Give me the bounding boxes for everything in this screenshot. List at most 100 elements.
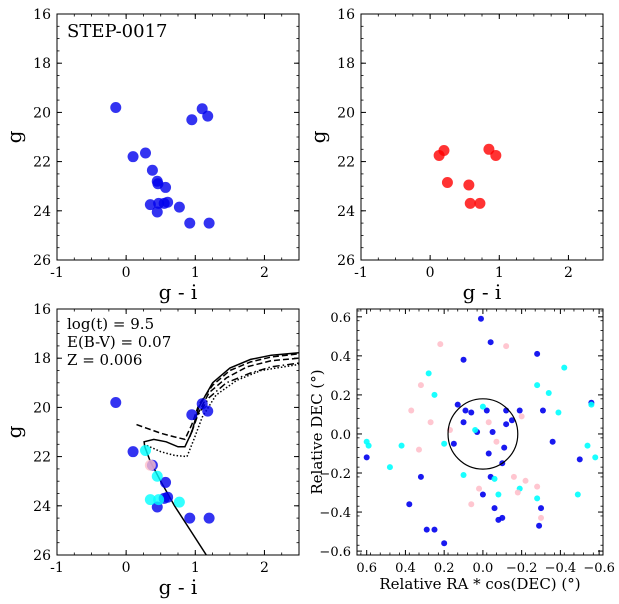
y-tick-label: 16 [33, 302, 51, 318]
data-point [545, 389, 552, 396]
data-point [127, 151, 139, 163]
data-point [584, 442, 591, 449]
y-tick-label: 16 [33, 7, 51, 23]
x-tick-label: 0.6 [356, 561, 377, 576]
data-point [110, 101, 122, 113]
data-point [441, 440, 448, 447]
data-point [576, 456, 583, 463]
data-point [479, 491, 486, 498]
data-point [162, 491, 174, 503]
data-point [417, 473, 424, 480]
x-tick-label: -1 [50, 560, 64, 576]
data-point [538, 514, 545, 521]
data-point [202, 110, 214, 122]
data-point [460, 356, 467, 363]
data-point [184, 512, 196, 524]
x-tick-label: 1 [191, 560, 200, 576]
data-point [151, 470, 163, 482]
y-tick-label: 22 [33, 450, 51, 466]
data-point [151, 206, 163, 218]
y-tick-label: 18 [337, 56, 355, 72]
x-tick-label: −0.2 [506, 561, 538, 576]
data-point [588, 401, 595, 408]
y-tick-label: 24 [33, 499, 51, 515]
data-point [460, 471, 467, 478]
data-point [425, 370, 432, 377]
data-point [468, 501, 475, 508]
data-point [110, 396, 122, 408]
y-tick-label: 26 [33, 253, 51, 269]
data-point [491, 475, 498, 482]
plot-area [110, 352, 299, 555]
data-point [140, 444, 152, 456]
data-point [468, 409, 475, 416]
x-tick-label: 0 [122, 265, 131, 281]
data-point [462, 407, 469, 414]
data-point [495, 516, 502, 523]
y-tick-label: 18 [33, 56, 51, 72]
data-point [173, 201, 185, 213]
data-point [144, 494, 156, 506]
y-tick-label: 20 [33, 400, 51, 416]
y-tick-label: 22 [337, 155, 355, 171]
y-axis-label: g [2, 425, 26, 438]
y-tick-label: 0.2 [330, 389, 351, 404]
data-point [186, 114, 198, 126]
data-point [160, 181, 172, 193]
search-radius-circle [447, 398, 519, 470]
data-point [406, 501, 413, 508]
data-point [490, 149, 502, 161]
data-point [485, 419, 492, 426]
y-tick-label: 0.0 [330, 428, 351, 443]
y-axis-label: g [2, 130, 26, 143]
y-tick-label: 20 [33, 105, 51, 121]
plot-area [363, 315, 599, 547]
data-point [162, 196, 174, 208]
bottom-right-panel: 0.6 0.4 0.2 0.0 −0.2 −0.4 −0.6 −0.6 −0.4 −0.2 0.0 0… [308, 308, 615, 593]
top-right-panel: -1 0 1 2 16 18 20 22 24 26 g - i g [306, 7, 604, 304]
data-point [561, 364, 568, 371]
isochrone-dotted [146, 363, 299, 458]
y-axis-label: g [306, 130, 330, 143]
data-point [415, 446, 422, 453]
y-axis-label: Relative DEC (°) [308, 369, 326, 494]
data-point [365, 442, 372, 449]
data-point [441, 540, 448, 547]
data-point [518, 413, 525, 420]
isochrone-dashed [191, 357, 299, 433]
x-tick-label: -1 [50, 265, 64, 281]
data-point [146, 164, 158, 176]
x-tick-label: 0.4 [395, 561, 416, 576]
y-tick-label: 0.4 [330, 350, 351, 365]
data-point [153, 494, 165, 506]
data-point [574, 491, 581, 498]
x-axis-label: Relative RA * cos(DEC) (°) [379, 575, 580, 593]
plot-area [433, 143, 502, 209]
data-point [493, 438, 500, 445]
data-point [127, 446, 139, 458]
data-point [431, 526, 438, 533]
data-point [438, 145, 450, 157]
data-point [539, 407, 546, 414]
data-point [510, 473, 517, 480]
y-tick-label: 16 [337, 7, 355, 23]
data-point [454, 401, 461, 408]
data-point [441, 177, 453, 189]
data-point [186, 409, 198, 421]
data-point [495, 491, 502, 498]
y-tick-label: 22 [33, 155, 51, 171]
data-point [476, 485, 483, 492]
data-point [474, 197, 486, 209]
data-point [536, 522, 543, 529]
x-axis-label: g - i [463, 280, 502, 304]
x-tick-label: 0 [122, 560, 131, 576]
x-tick-label: 0.0 [473, 561, 494, 576]
data-point [463, 179, 475, 191]
y-tick-label: −0.6 [319, 545, 351, 560]
x-axis-label: g - i [159, 575, 198, 599]
data-point [363, 454, 370, 461]
data-point [203, 217, 215, 229]
y-tick-label: 18 [33, 351, 51, 367]
x-axis-label: g - i [159, 280, 198, 304]
